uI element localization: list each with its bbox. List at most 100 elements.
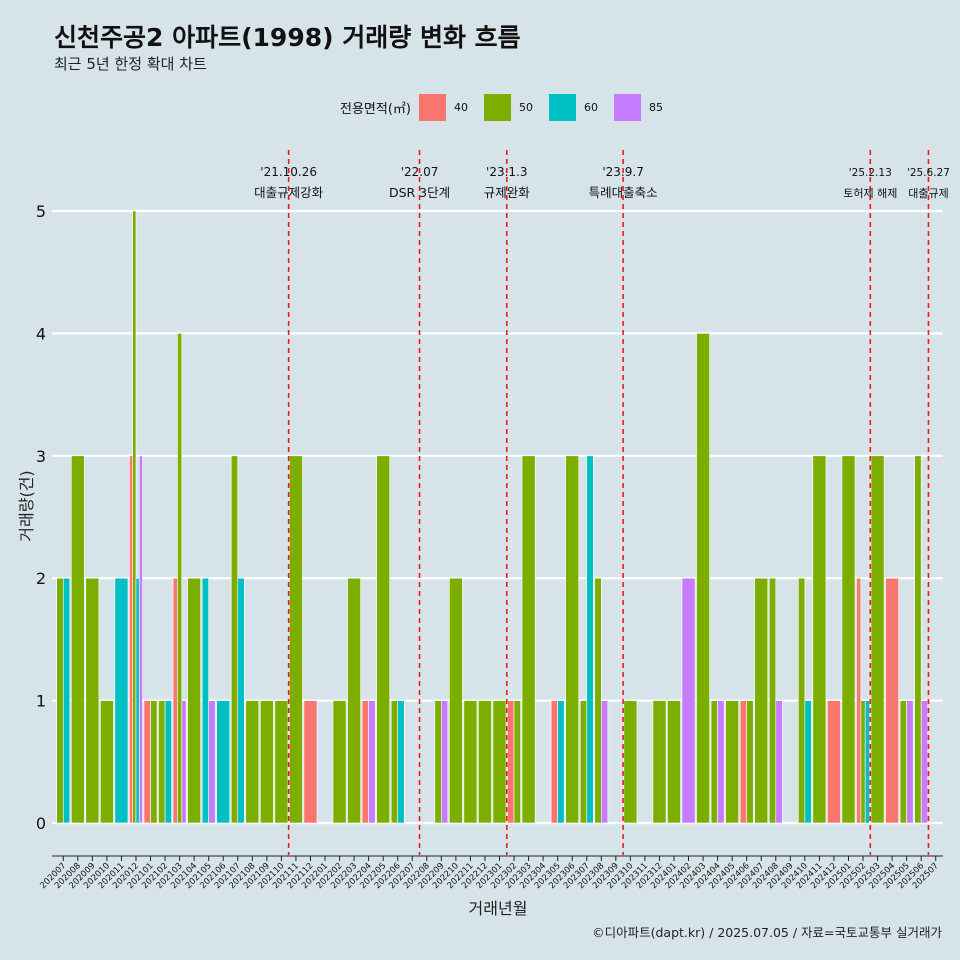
bar-202009-50 (85, 577, 100, 824)
bar-202103-85 (181, 700, 187, 824)
bar-202501-50 (841, 455, 856, 824)
bar-202407-50 (754, 577, 769, 824)
bar-202101-50 (150, 700, 158, 824)
x-axis-title: 거래년월 (469, 899, 528, 918)
bar-202305-60 (557, 700, 565, 824)
bar-202112-40 (303, 700, 318, 824)
bar-202010-50 (100, 700, 114, 824)
bar-202102-60 (164, 700, 172, 824)
bar-202012-40 (129, 455, 134, 824)
bar-202405-50 (725, 700, 739, 824)
bar-202403-50 (696, 333, 710, 824)
bar-202211-50 (463, 700, 478, 824)
legend-label-85: 85 (648, 100, 663, 114)
legend-label-60: 60 (583, 100, 598, 114)
y-axis-title: 거래량(건) (17, 470, 36, 541)
bar-202404-85 (717, 700, 725, 824)
bar-202206-60 (397, 700, 405, 824)
bar-202408-50 (768, 577, 777, 824)
bar-202206-50 (390, 700, 399, 824)
y-tick-label: 3 (36, 447, 46, 466)
bar-202012-60 (135, 577, 140, 824)
bar-202502-60 (864, 700, 870, 824)
event-date-label: '23.9.7 (602, 165, 643, 179)
bar-202101-40 (143, 700, 151, 824)
bar-202111-50 (289, 455, 303, 824)
bar-202209-85 (441, 700, 449, 824)
legend-swatch-50 (483, 93, 511, 121)
bar-202503-50 (870, 455, 885, 824)
y-tick-label: 1 (36, 692, 46, 711)
bar-202410-60 (804, 700, 812, 824)
bar-202012-85 (138, 455, 143, 824)
legend-item-50: 50 (483, 93, 543, 121)
event-text-label: 특례대출축소 (589, 185, 658, 200)
bar-202505-50 (899, 700, 907, 824)
bar-202506-85 (920, 700, 929, 824)
event-text-label: 토허제 해제 (843, 186, 897, 200)
bar-202505-85 (906, 700, 914, 824)
bar-202306-50 (565, 455, 580, 824)
bar-202203-50 (347, 577, 361, 824)
bar-202302-50 (513, 700, 521, 824)
chart-title: 신천주공2 아파트(1998) 거래량 변화 흐름 (54, 23, 521, 52)
bar-202107-60 (237, 577, 245, 824)
bar-202105-60 (201, 577, 209, 824)
bar-202312-50 (652, 700, 667, 824)
legend-swatch-40 (418, 93, 446, 121)
bar-202012-50 (132, 210, 137, 824)
bar-202108-50 (245, 700, 260, 824)
bar-202008-50 (70, 455, 85, 824)
event-text-label: 대출규제강화 (254, 185, 324, 200)
bar-202308-85 (600, 700, 609, 824)
event-date-label: '23.1.3 (486, 165, 527, 179)
bar-202411-50 (812, 455, 827, 824)
legend: 전용면적(㎡) 40 50 60 85 (340, 93, 679, 121)
event-text-label: 규제완화 (484, 185, 531, 200)
legend-item-85: 85 (613, 93, 673, 121)
bar-202205-50 (376, 455, 391, 824)
bar-202105-85 (208, 700, 216, 824)
bar-202302-40 (507, 700, 515, 824)
bar-202106-60 (216, 700, 231, 824)
bar-202109-50 (260, 700, 274, 824)
source-caption: ©디아파트(dapt.kr) / 2025.07.05 / 자료=국토교통부 실… (592, 925, 942, 940)
bar-202301-50 (492, 700, 507, 824)
y-tick-label: 4 (36, 324, 46, 343)
bar-202110-50 (274, 700, 289, 824)
y-tick-label: 5 (36, 202, 46, 221)
bar-202402-85 (681, 577, 696, 824)
bar-202406-50 (746, 700, 754, 824)
event-text-label: 대출규제 (908, 187, 948, 200)
event-text-label: DSR 3단계 (389, 185, 450, 200)
bar-202103-40 (172, 577, 178, 824)
bar-202212-50 (478, 700, 492, 824)
bar-202103-50 (177, 333, 183, 824)
bar-202310-50 (623, 700, 638, 824)
event-date-label: '25.6.27 (907, 167, 950, 179)
chart-subtitle: 최근 5년 한정 확대 차트 (54, 55, 207, 73)
bar-202410-50 (798, 577, 806, 824)
event-date-label: '22.07 (401, 165, 439, 179)
bar-202307-60 (586, 455, 594, 824)
bar-202412-40 (827, 700, 841, 824)
bar-202307-50 (579, 700, 588, 824)
legend-title: 전용면적(㎡) (340, 101, 411, 117)
bar-202504-40 (885, 577, 899, 824)
bar-202202-50 (332, 700, 347, 824)
event-date-label: '25.2.13 (849, 167, 892, 179)
bar-202506-50 (914, 455, 922, 824)
bar-202007-50 (56, 577, 64, 824)
bar-202502-50 (860, 700, 866, 824)
legend-label-40: 40 (453, 100, 468, 114)
bar-202502-40 (856, 577, 862, 824)
event-date-label: '21.10.26 (260, 165, 317, 179)
bar-202305-40 (550, 700, 558, 824)
bar-202308-50 (594, 577, 602, 824)
bar-202209-50 (434, 700, 442, 824)
bar-202007-60 (62, 577, 71, 824)
legend-swatch-60 (548, 93, 576, 121)
legend-swatch-85 (613, 93, 641, 121)
legend-label-50: 50 (518, 100, 533, 114)
